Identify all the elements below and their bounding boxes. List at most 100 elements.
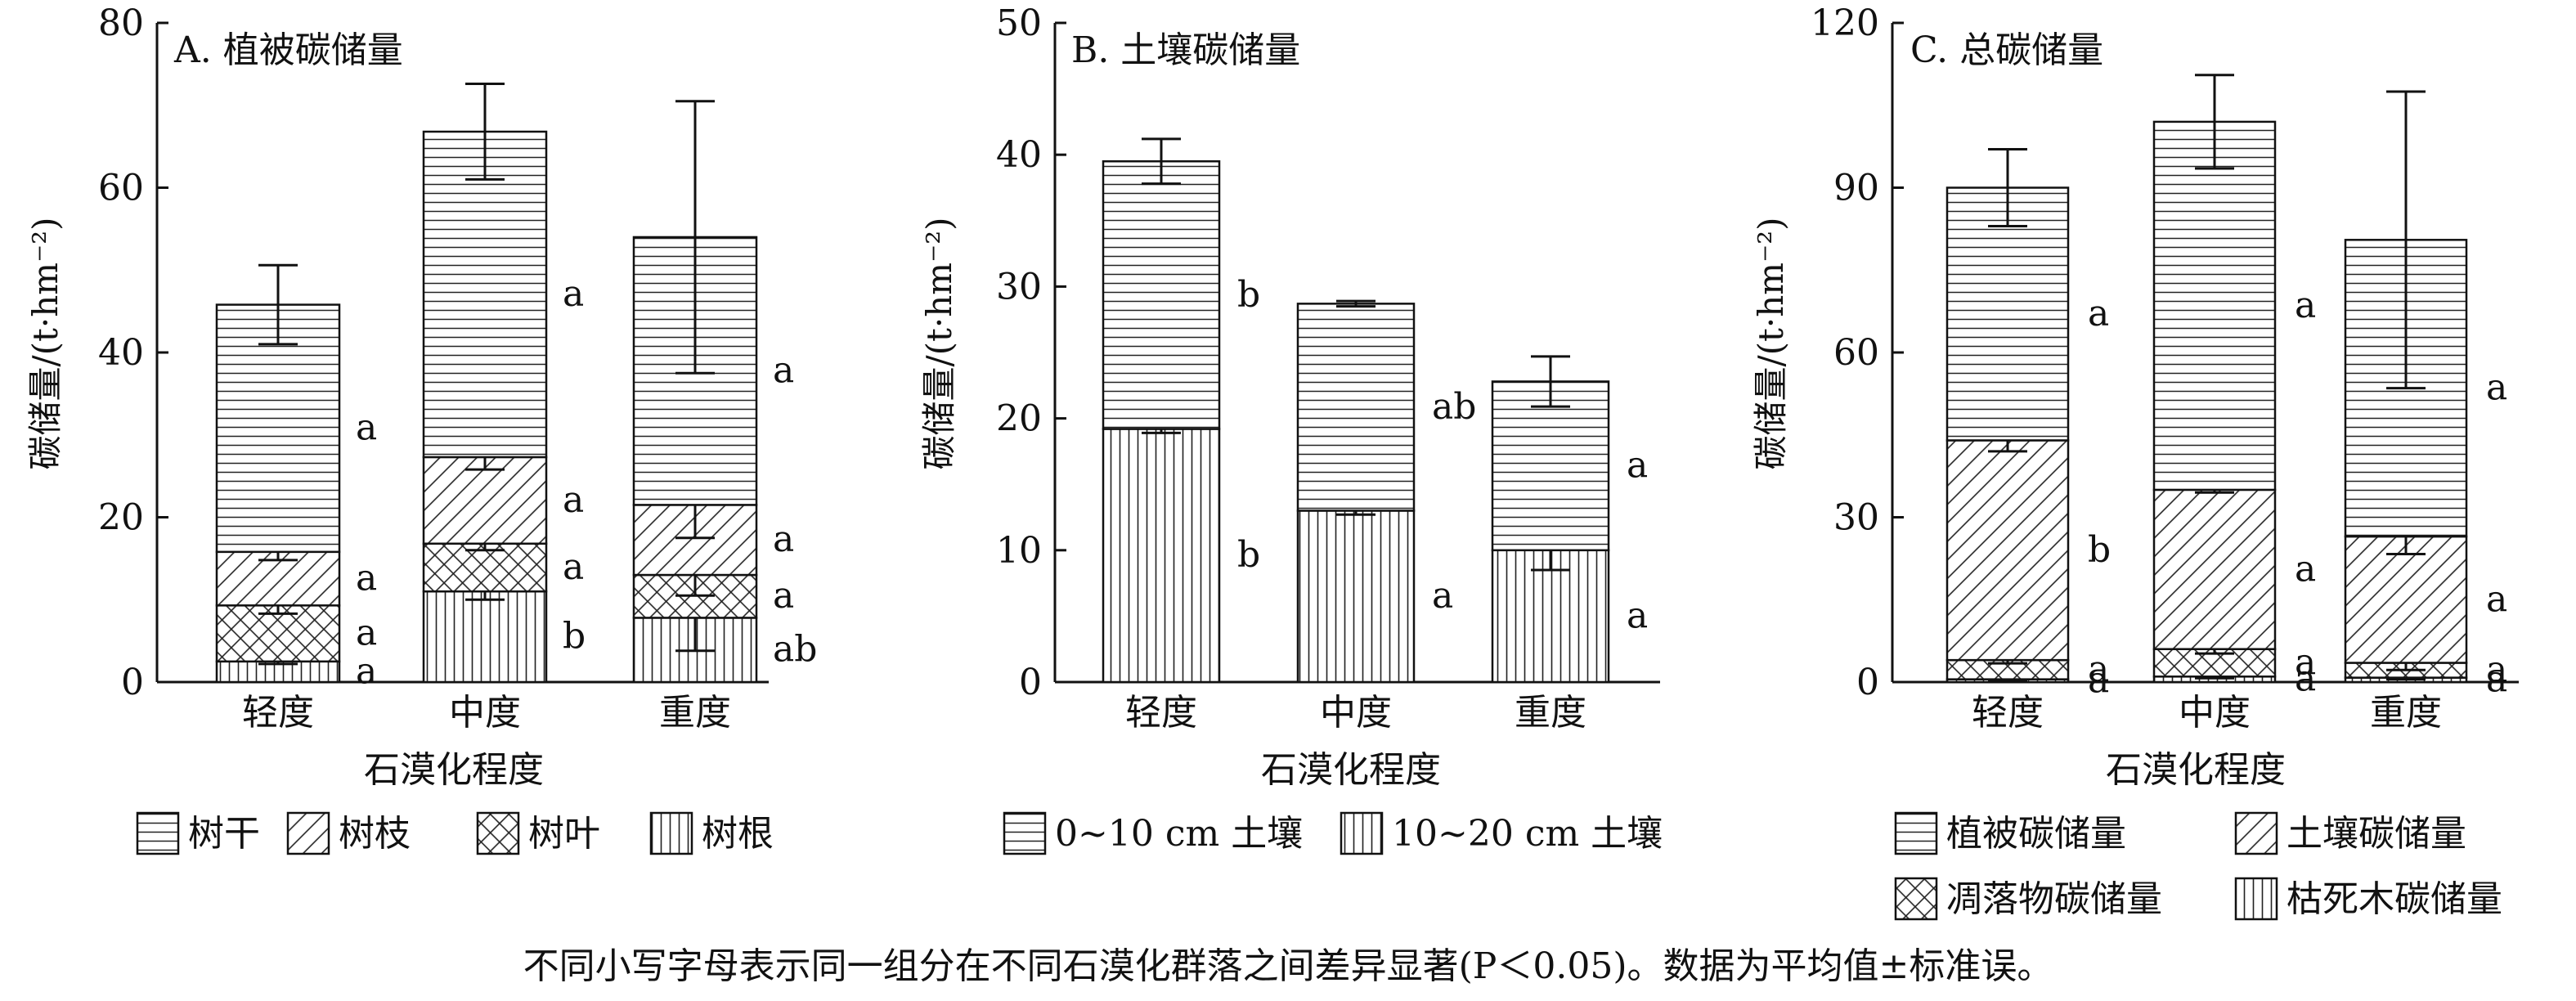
panel-b-x-axis-label: 石漠化程度 bbox=[1261, 749, 1441, 791]
legend-label: 树枝 bbox=[339, 813, 411, 855]
panel-b-title: B. 土壤碳储量 bbox=[1071, 29, 1300, 71]
legend-swatch bbox=[2234, 877, 2278, 921]
significance-letter: a bbox=[773, 350, 794, 392]
significance-letter: b bbox=[1237, 274, 1260, 316]
significance-letter: b bbox=[2088, 529, 2111, 571]
panel-b-x-tick-label: 中度 bbox=[1320, 692, 1392, 734]
panel-c-y-tick-label: 60 bbox=[1833, 332, 1879, 374]
bar-segment bbox=[1491, 380, 1610, 552]
significance-letter: a bbox=[2486, 578, 2507, 620]
panel-a-title: A. 植被碳储量 bbox=[173, 29, 403, 71]
significance-letter: a bbox=[356, 613, 377, 654]
panel-b-y-tick-label: 20 bbox=[996, 398, 1042, 440]
significance-letter: a bbox=[2486, 649, 2507, 691]
legend-swatch bbox=[1340, 811, 1384, 855]
bar-segment bbox=[215, 303, 341, 554]
legend-swatch bbox=[649, 811, 693, 855]
significance-letter: a bbox=[2295, 658, 2316, 700]
panel-b-y-tick-label: 30 bbox=[996, 266, 1042, 307]
panel-a-y-tick-label: 40 bbox=[98, 332, 144, 374]
legend-swatch bbox=[476, 811, 520, 855]
legend-swatch bbox=[1003, 811, 1047, 855]
panel-a-y-axis-label: 碳储量/(t·hm⁻²) bbox=[25, 217, 65, 469]
legend-label: 树根 bbox=[702, 813, 774, 855]
panel-c-x-axis-label: 石漠化程度 bbox=[2106, 749, 2286, 791]
significance-letter: a bbox=[563, 273, 584, 315]
significance-letter: a bbox=[356, 407, 377, 449]
panel-a-y-tick-label: 20 bbox=[98, 497, 144, 539]
panel-a-y-tick-label: 0 bbox=[121, 662, 144, 703]
panel-c-y-tick-label: 90 bbox=[1833, 168, 1879, 209]
significance-letter: ab bbox=[1432, 386, 1476, 428]
bar-segment bbox=[422, 590, 548, 684]
legend-swatch bbox=[286, 811, 330, 855]
panel-b: B. 土壤碳储量 石漠化程度 碳储量/(t·hm⁻²) 0 10 20 30 40 50 轻… bbox=[919, 2, 1660, 791]
panel-b-y-tick-label: 10 bbox=[996, 530, 1042, 572]
significance-letter: a bbox=[563, 479, 584, 521]
significance-letter: a bbox=[2295, 641, 2316, 683]
significance-letter: a bbox=[1432, 575, 1453, 617]
bar-segment bbox=[2152, 120, 2277, 492]
bar-segment bbox=[1945, 186, 2070, 442]
figure-caption: 不同小写字母表示同一组分在不同石漠化群落之间差异显著(P＜0.05)。数据为平均… bbox=[523, 945, 2053, 987]
significance-letter: ab bbox=[773, 629, 817, 671]
bar-segment bbox=[1296, 509, 1416, 684]
panel-b-x-tick-label: 重度 bbox=[1515, 692, 1586, 734]
significance-letter: a bbox=[2486, 367, 2507, 409]
significance-letter: a bbox=[1627, 595, 1648, 636]
panel-a-y-tick-label: 60 bbox=[98, 168, 144, 209]
legend-a: 树干 树枝 树叶 树根 bbox=[136, 811, 774, 855]
panel-c-x-tick-label: 轻度 bbox=[1972, 692, 2044, 734]
panel-c-title: C. 总碳储量 bbox=[1910, 29, 2103, 71]
panel-c-y-tick-label: 30 bbox=[1833, 497, 1879, 539]
significance-letter: a bbox=[1627, 445, 1648, 487]
legend-swatch bbox=[1894, 811, 1938, 855]
legend-label: 树叶 bbox=[528, 813, 600, 855]
bar-segment bbox=[2152, 488, 2277, 650]
bar-segment bbox=[422, 130, 548, 459]
panel-b-y-axis-label: 碳储量/(t·hm⁻²) bbox=[919, 217, 959, 469]
legend-label: 枯死木碳储量 bbox=[2287, 878, 2502, 920]
bar-segment bbox=[1491, 549, 1610, 684]
panel-c-y-tick-label: 120 bbox=[1811, 2, 1879, 44]
significance-letter: a bbox=[2486, 658, 2507, 700]
significance-letter: a bbox=[2088, 293, 2109, 334]
panel-c-x-tick-label: 重度 bbox=[2370, 692, 2442, 734]
bar-segment bbox=[2344, 535, 2468, 664]
panel-c-y-tick-label: 0 bbox=[1856, 662, 1879, 703]
significance-letter: a bbox=[356, 650, 377, 692]
panel-a-x-tick-label: 中度 bbox=[449, 692, 521, 734]
legend-swatch bbox=[136, 811, 180, 855]
significance-letter: a bbox=[356, 558, 377, 599]
panel-c: C. 总碳储量 石漠化程度 碳储量/(t·hm⁻²) 0 30 60 90 120 轻度 中… bbox=[1751, 2, 2519, 791]
significance-letter: a bbox=[773, 575, 794, 617]
panel-a-y-tick-label: 80 bbox=[98, 2, 144, 44]
significance-letter: a bbox=[773, 518, 794, 560]
panel-b-x-tick-label: 轻度 bbox=[1125, 692, 1197, 734]
panel-a-x-tick-label: 重度 bbox=[659, 692, 731, 734]
legend-label: 土壤碳储量 bbox=[2287, 813, 2466, 855]
bar-segment bbox=[1102, 160, 1221, 430]
legend-b: 0~10 cm 土壤 10~20 cm 土壤 bbox=[1003, 811, 1663, 855]
panel-b-plot: 0 10 20 30 40 50 轻度 中度 重度 b b a ab a a bbox=[996, 2, 1660, 734]
legend-label: 0~10 cm 土壤 bbox=[1055, 813, 1303, 855]
significance-letter: a bbox=[2295, 285, 2316, 326]
significance-letter: a bbox=[2088, 649, 2109, 690]
legend-label: 凋落物碳储量 bbox=[1946, 878, 2162, 920]
bar-segment bbox=[1945, 439, 2070, 662]
panel-c-y-axis-label: 碳储量/(t·hm⁻²) bbox=[1751, 217, 1791, 469]
panel-b-y-tick-label: 50 bbox=[996, 2, 1042, 44]
panel-a: A. 植被碳储量 石漠化程度 碳储量/(t·hm⁻²) 0 20 40 60 80 轻度 中… bbox=[25, 2, 817, 791]
panel-b-y-tick-label: 0 bbox=[1019, 662, 1042, 703]
significance-letter: b bbox=[563, 616, 586, 658]
legend-label: 植被碳储量 bbox=[1946, 813, 2126, 855]
legend-label: 10~20 cm 土壤 bbox=[1392, 813, 1663, 855]
legend-swatch bbox=[2234, 811, 2278, 855]
legend-swatch bbox=[1894, 877, 1938, 921]
bar-segment bbox=[1296, 303, 1416, 512]
significance-letter: a bbox=[563, 546, 584, 588]
panel-b-y-tick-label: 40 bbox=[996, 134, 1042, 176]
